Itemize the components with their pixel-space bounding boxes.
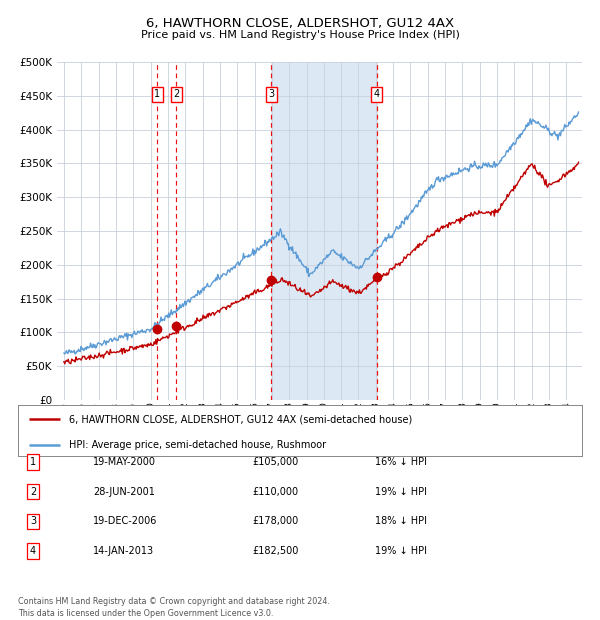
- Text: 2: 2: [30, 487, 36, 497]
- Text: 4: 4: [30, 546, 36, 556]
- Text: 19% ↓ HPI: 19% ↓ HPI: [375, 487, 427, 497]
- Text: 14-JAN-2013: 14-JAN-2013: [93, 546, 154, 556]
- Text: 1: 1: [30, 457, 36, 467]
- Text: 19% ↓ HPI: 19% ↓ HPI: [375, 546, 427, 556]
- Text: 1: 1: [154, 89, 160, 99]
- Text: 3: 3: [30, 516, 36, 526]
- Text: £110,000: £110,000: [252, 487, 298, 497]
- Text: 18% ↓ HPI: 18% ↓ HPI: [375, 516, 427, 526]
- Text: Contains HM Land Registry data © Crown copyright and database right 2024.
This d: Contains HM Land Registry data © Crown c…: [18, 596, 330, 618]
- Text: £105,000: £105,000: [252, 457, 298, 467]
- Text: 16% ↓ HPI: 16% ↓ HPI: [375, 457, 427, 467]
- Text: 2: 2: [173, 89, 179, 99]
- Text: 4: 4: [373, 89, 380, 99]
- Text: 6, HAWTHORN CLOSE, ALDERSHOT, GU12 4AX: 6, HAWTHORN CLOSE, ALDERSHOT, GU12 4AX: [146, 17, 454, 30]
- Text: 3: 3: [268, 89, 274, 99]
- Text: HPI: Average price, semi-detached house, Rushmoor: HPI: Average price, semi-detached house,…: [69, 440, 326, 450]
- Text: 19-DEC-2006: 19-DEC-2006: [93, 516, 157, 526]
- Text: £178,000: £178,000: [252, 516, 298, 526]
- Text: £182,500: £182,500: [252, 546, 298, 556]
- Text: 6, HAWTHORN CLOSE, ALDERSHOT, GU12 4AX (semi-detached house): 6, HAWTHORN CLOSE, ALDERSHOT, GU12 4AX (…: [69, 414, 412, 424]
- Text: 28-JUN-2001: 28-JUN-2001: [93, 487, 155, 497]
- Bar: [271, 62, 377, 400]
- Text: 19-MAY-2000: 19-MAY-2000: [93, 457, 156, 467]
- Text: Price paid vs. HM Land Registry's House Price Index (HPI): Price paid vs. HM Land Registry's House …: [140, 30, 460, 40]
